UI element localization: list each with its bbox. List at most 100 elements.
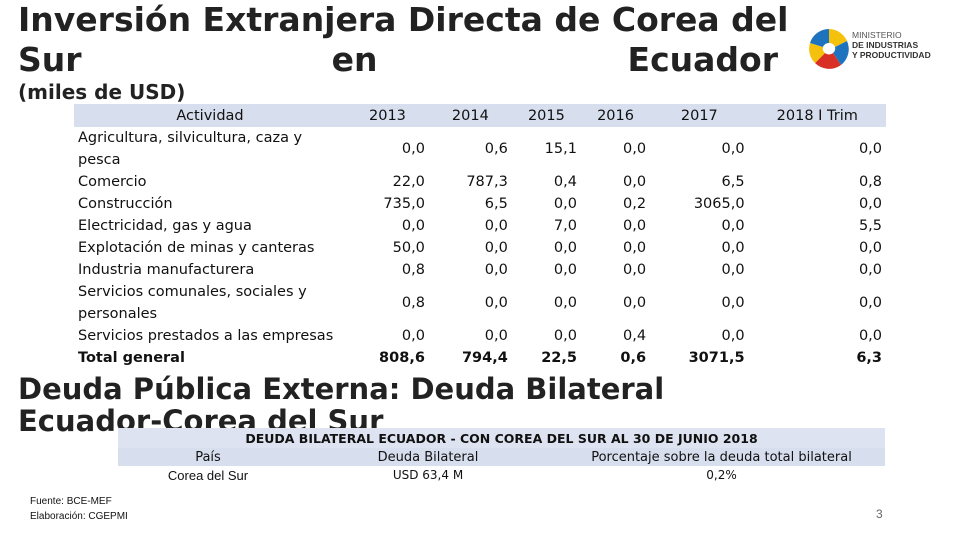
value-cell: 0,0 bbox=[650, 215, 749, 237]
activity-cell: Comercio bbox=[74, 171, 346, 193]
value-cell: 50,0 bbox=[346, 237, 429, 259]
value-cell: 0,0 bbox=[748, 325, 886, 347]
value-cell: 0,0 bbox=[650, 237, 749, 259]
col-header-2018-q1: 2018 I Trim bbox=[748, 104, 886, 127]
value-cell: 0,8 bbox=[346, 259, 429, 281]
value-cell: 0,0 bbox=[748, 281, 886, 325]
value-cell: 0,0 bbox=[650, 127, 749, 171]
value-cell: 0,0 bbox=[650, 325, 749, 347]
col-header-percentage: Porcentaje sobre la deuda total bilatera… bbox=[558, 448, 885, 466]
value-cell: 0,8 bbox=[748, 171, 886, 193]
value-cell: 0,0 bbox=[511, 281, 581, 325]
value-cell: 0,0 bbox=[511, 193, 581, 215]
value-cell: 0,0 bbox=[580, 171, 651, 193]
source-line: Fuente: BCE-MEF bbox=[30, 496, 112, 507]
ministry-logo-text: MINISTERIO DE INDUSTRIAS Y PRODUCTIVIDAD bbox=[852, 30, 931, 60]
ministry-logo: MINISTERIO DE INDUSTRIAS Y PRODUCTIVIDAD bbox=[808, 26, 958, 86]
value-cell: 3065,0 bbox=[650, 193, 749, 215]
value-cell: 22,0 bbox=[346, 171, 429, 193]
col-header-bilateral-debt: Deuda Bilateral bbox=[298, 448, 558, 466]
total-label-cell: Total general bbox=[74, 347, 346, 369]
value-cell: 0,0 bbox=[748, 193, 886, 215]
debt-value-cell: USD 63,4 M bbox=[298, 466, 558, 484]
col-header-2014: 2014 bbox=[428, 104, 512, 127]
col-header-2017: 2017 bbox=[650, 104, 749, 127]
activity-cell: Servicios comunales, sociales y personal… bbox=[74, 281, 346, 325]
logo-line: Y PRODUCTIVIDAD bbox=[852, 50, 931, 60]
total-value-cell: 6,3 bbox=[748, 347, 886, 369]
activity-cell: Servicios prestados a las empresas bbox=[74, 325, 346, 347]
percentage-cell: 0,2% bbox=[558, 466, 885, 484]
value-cell: 0,0 bbox=[580, 281, 651, 325]
value-cell: 15,1 bbox=[511, 127, 581, 171]
activity-cell: Agricultura, silvicultura, caza y pesca bbox=[74, 127, 346, 171]
slide-title: Inversión Extranjera Directa de Corea de… bbox=[18, 0, 789, 80]
page-number: 3 bbox=[876, 507, 883, 521]
units-subtitle: (miles de USD) bbox=[18, 80, 186, 104]
value-cell: 0,0 bbox=[748, 237, 886, 259]
value-cell: 0,0 bbox=[346, 127, 429, 171]
value-cell: 0,0 bbox=[428, 259, 512, 281]
value-cell: 0,0 bbox=[428, 325, 512, 347]
slide-title-word: en bbox=[331, 40, 378, 79]
debt-header-row: País Deuda Bilateral Porcentaje sobre la… bbox=[118, 448, 885, 466]
slide-title-line-2: Sur en Ecuador bbox=[18, 40, 778, 80]
value-cell: 0,0 bbox=[650, 281, 749, 325]
source-line: Elaboración: CGEPMI bbox=[30, 511, 128, 522]
value-cell: 0,0 bbox=[428, 215, 512, 237]
col-header-activity: Actividad bbox=[74, 104, 346, 127]
slide-title-word: Ecuador bbox=[627, 40, 778, 79]
table-row: Comercio 22,0 787,3 0,4 0,0 6,5 0,8 bbox=[74, 171, 886, 193]
ministry-logo-icon bbox=[809, 29, 849, 69]
debt-caption-row: DEUDA BILATERAL ECUADOR - CON COREA DEL … bbox=[118, 428, 885, 448]
source-note: Fuente: BCE-MEF Elaboración: CGEPMI bbox=[30, 494, 128, 524]
activity-cell: Industria manufacturera bbox=[74, 259, 346, 281]
col-header-2015: 2015 bbox=[511, 104, 581, 127]
value-cell: 0,0 bbox=[580, 259, 651, 281]
value-cell: 6,5 bbox=[428, 193, 512, 215]
col-header-2016: 2016 bbox=[580, 104, 651, 127]
total-row: Total general 808,6 794,4 22,5 0,6 3071,… bbox=[74, 347, 886, 369]
debt-table: DEUDA BILATERAL ECUADOR - CON COREA DEL … bbox=[118, 428, 885, 484]
total-value-cell: 0,6 bbox=[580, 347, 651, 369]
table-row: Industria manufacturera 0,8 0,0 0,0 0,0 … bbox=[74, 259, 886, 281]
slide-title-line-1: Inversión Extranjera Directa de Corea de… bbox=[18, 0, 789, 39]
fdi-header-row: Actividad 2013 2014 2015 2016 2017 2018 … bbox=[74, 104, 886, 127]
value-cell: 735,0 bbox=[346, 193, 429, 215]
country-cell: Corea del Sur bbox=[118, 466, 298, 484]
value-cell: 0,0 bbox=[650, 259, 749, 281]
debt-heading: Deuda Pública Externa: Deuda Bilateral E… bbox=[18, 372, 665, 438]
logo-line: MINISTERIO bbox=[852, 30, 902, 40]
value-cell: 787,3 bbox=[428, 171, 512, 193]
value-cell: 0,0 bbox=[428, 237, 512, 259]
fdi-table: Actividad 2013 2014 2015 2016 2017 2018 … bbox=[74, 104, 886, 369]
value-cell: 0,0 bbox=[511, 259, 581, 281]
value-cell: 0,4 bbox=[511, 171, 581, 193]
value-cell: 0,4 bbox=[580, 325, 651, 347]
table-row: Servicios comunales, sociales y personal… bbox=[74, 281, 886, 325]
activity-cell: Construcción bbox=[74, 193, 346, 215]
table-row: Electricidad, gas y agua 0,0 0,0 7,0 0,0… bbox=[74, 215, 886, 237]
value-cell: 0,0 bbox=[580, 127, 651, 171]
table-row: Construcción 735,0 6,5 0,0 0,2 3065,0 0,… bbox=[74, 193, 886, 215]
table-row: Corea del Sur USD 63,4 M 0,2% bbox=[118, 466, 885, 484]
value-cell: 0,0 bbox=[748, 259, 886, 281]
debt-caption: DEUDA BILATERAL ECUADOR - CON COREA DEL … bbox=[118, 428, 885, 448]
total-value-cell: 794,4 bbox=[428, 347, 512, 369]
slide-title-word: Sur bbox=[18, 40, 82, 79]
table-row: Servicios prestados a las empresas 0,0 0… bbox=[74, 325, 886, 347]
col-header-2013: 2013 bbox=[346, 104, 429, 127]
table-row: Explotación de minas y canteras 50,0 0,0… bbox=[74, 237, 886, 259]
value-cell: 0,0 bbox=[346, 215, 429, 237]
value-cell: 0,0 bbox=[346, 325, 429, 347]
value-cell: 0,8 bbox=[346, 281, 429, 325]
value-cell: 7,0 bbox=[511, 215, 581, 237]
value-cell: 0,0 bbox=[511, 237, 581, 259]
value-cell: 6,5 bbox=[650, 171, 749, 193]
value-cell: 5,5 bbox=[748, 215, 886, 237]
table-row: Agricultura, silvicultura, caza y pesca … bbox=[74, 127, 886, 171]
total-value-cell: 3071,5 bbox=[650, 347, 749, 369]
value-cell: 0,0 bbox=[511, 325, 581, 347]
value-cell: 0,0 bbox=[580, 237, 651, 259]
logo-line: DE INDUSTRIAS bbox=[852, 40, 919, 50]
